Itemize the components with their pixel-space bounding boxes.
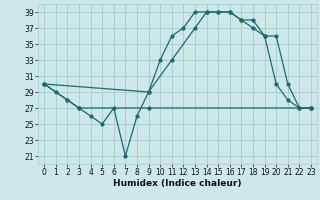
X-axis label: Humidex (Indice chaleur): Humidex (Indice chaleur) xyxy=(113,179,242,188)
